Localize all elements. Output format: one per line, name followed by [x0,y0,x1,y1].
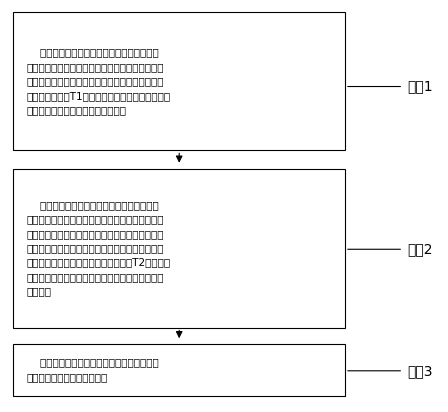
Text: 步骤2: 步骤2 [408,242,433,256]
Bar [13,12,345,150]
Text: 在变压器的中性点和高压侧两端加入第一正
直流电压，利用高速测试原件，测试直流电流的充
电上升波形，当电流达到第一预设值时，停止加电
、记录加压时间T1，并接入放: 在变压器的中性点和高压侧两端加入第一正 直流电压，利用高速测试原件，测试直流电流… [27,47,171,115]
Text: 在所述中性点和所述高压侧两端加入第一负
直流电压，其中，所述第一正直流电压和所述第一
负直流电压的数值大小相等，利用所述高速测试原
件，测试直流电流的充电上升波: 在所述中性点和所述高压侧两端加入第一负 直流电压，其中，所述第一正直流电压和所述… [27,200,171,296]
Bar [13,169,345,328]
Bar [13,344,345,396]
Text: 步骤3: 步骤3 [408,364,433,378]
Text: 基于所述电流波形和加压时间进行比较，判
断出所述变压器是否具有剩磁: 基于所述电流波形和加压时间进行比较，判 断出所述变压器是否具有剩磁 [27,358,159,382]
Text: 步骤1: 步骤1 [408,80,433,94]
